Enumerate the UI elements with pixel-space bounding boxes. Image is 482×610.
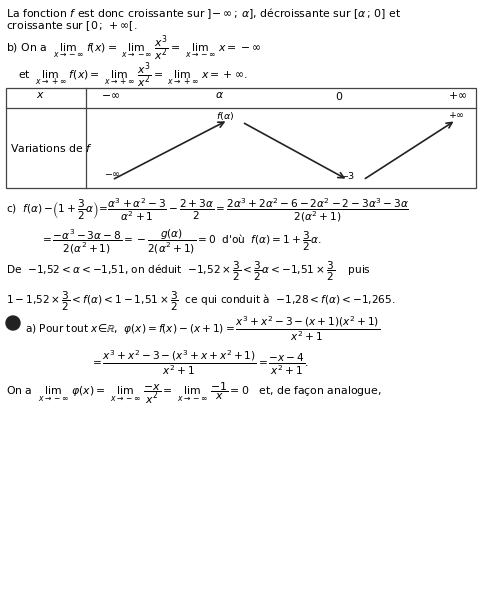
- Text: La fonction $f$ est donc croissante sur $\left]\!-\infty\,;\,\alpha\right]$, déc: La fonction $f$ est donc croissante sur …: [6, 6, 401, 21]
- Text: $x$: $x$: [36, 90, 45, 100]
- Text: croissante sur $\left[0\,;\,+\infty\right[$.: croissante sur $\left[0\,;\,+\infty\righ…: [6, 19, 137, 33]
- Text: b) On a  $\underset{x\to-\infty}{\lim}\ f(x)=\ \underset{x\to-\infty}{\lim}\ \df: b) On a $\underset{x\to-\infty}{\lim}\ f…: [6, 33, 261, 63]
- Text: c)  $f(\alpha)-\!\left(1+\dfrac{3}{2}\alpha\right)\!=\!\dfrac{\alpha^3+\alpha^2-: c) $f(\alpha)-\!\left(1+\dfrac{3}{2}\alp…: [6, 196, 409, 224]
- Text: $-3$: $-3$: [340, 170, 355, 181]
- Text: a) Pour tout $x\!\in\!\mathbb{R}$,  $\varphi(x)=f(x)-(x+1)=\dfrac{x^3+x^2-3-(x+1: a) Pour tout $x\!\in\!\mathbb{R}$, $\var…: [25, 314, 380, 343]
- Text: $+\infty$: $+\infty$: [448, 110, 465, 120]
- Text: $f(\alpha)$: $f(\alpha)$: [216, 110, 234, 122]
- Text: et  $\underset{x\to+\infty}{\lim}\ f(x)=\ \underset{x\to+\infty}{\lim}\ \dfrac{x: et $\underset{x\to+\infty}{\lim}\ f(x)=\…: [18, 60, 247, 90]
- Text: $+\infty$: $+\infty$: [448, 90, 467, 101]
- Text: $\alpha$: $\alpha$: [215, 90, 224, 100]
- Text: $-\infty$: $-\infty$: [101, 90, 120, 100]
- Text: $=\dfrac{x^3+x^2-3-(x^3+x+x^2+1)}{x^2+1}=\dfrac{-x-4}{x^2+1}.$: $=\dfrac{x^3+x^2-3-(x^3+x+x^2+1)}{x^2+1}…: [90, 348, 309, 377]
- Text: De  $-1{,}52<\alpha<-1{,}51$, on déduit  $-1{,}52\times\dfrac{3}{2}<\dfrac{3}{2}: De $-1{,}52<\alpha<-1{,}51$, on déduit $…: [6, 260, 371, 283]
- Text: $\mathbf{3}$: $\mathbf{3}$: [10, 318, 17, 329]
- Text: $0$: $0$: [335, 90, 343, 102]
- Text: On a  $\underset{x\to-\infty}{\lim}\ \varphi(x)=\ \underset{x\to-\infty}{\lim}\ : On a $\underset{x\to-\infty}{\lim}\ \var…: [6, 381, 382, 406]
- Text: Variations de $f$: Variations de $f$: [10, 142, 93, 154]
- Bar: [6, 88, 476, 188]
- Text: $=\dfrac{-\alpha^3-3\alpha-8}{2(\alpha^2+1)}=-\dfrac{g(\alpha)}{2(\alpha^2+1)}=0: $=\dfrac{-\alpha^3-3\alpha-8}{2(\alpha^2…: [40, 228, 321, 256]
- Circle shape: [6, 316, 20, 330]
- Text: $1-1{,}52\times\dfrac{3}{2}<f(\alpha)<1-1{,}51\times\dfrac{3}{2}$  ce qui condui: $1-1{,}52\times\dfrac{3}{2}<f(\alpha)<1-…: [6, 290, 396, 314]
- Text: $-\infty$: $-\infty$: [104, 170, 121, 179]
